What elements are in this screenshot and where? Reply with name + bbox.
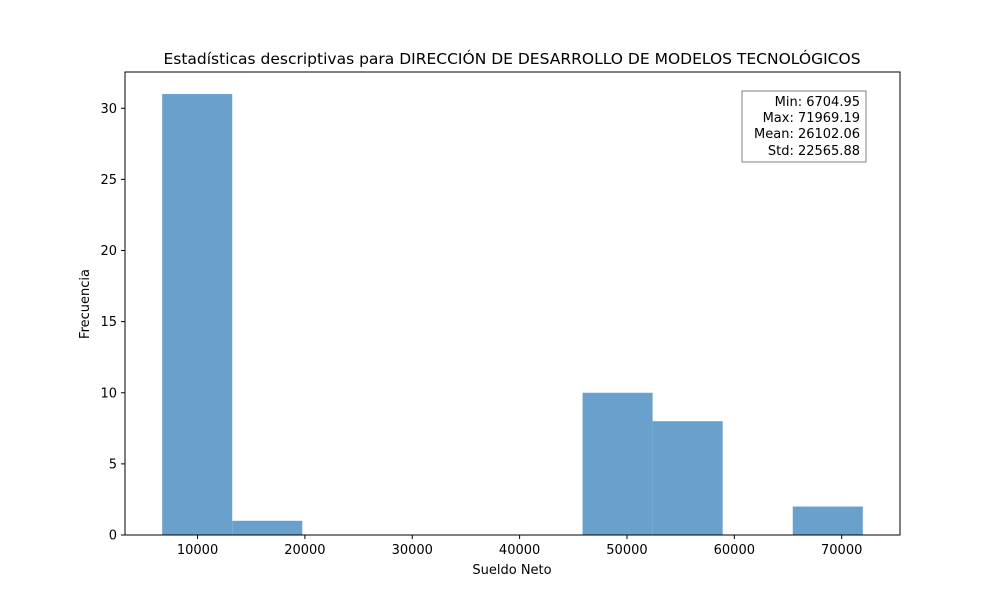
x-axis-ticks: 10000 20000 30000 40000 50000 60000 70000 xyxy=(177,535,862,558)
y-axis-label: Frecuencia xyxy=(78,269,93,339)
x-tick-label: 30000 xyxy=(392,543,433,558)
stats-std: Std: 22565.88 xyxy=(768,144,860,159)
y-tick-label: 0 xyxy=(109,529,117,544)
histogram-bars xyxy=(162,94,863,536)
x-tick-label: 70000 xyxy=(821,543,862,558)
stats-max: Max: 71969.19 xyxy=(763,111,860,126)
plot-frame xyxy=(124,71,901,536)
histogram-bar-7 xyxy=(652,421,723,535)
histogram-bar-1 xyxy=(232,520,303,535)
y-tick-label: 15 xyxy=(100,315,117,330)
y-axis-ticks: 0 5 10 15 20 25 30 xyxy=(100,102,125,544)
histogram-bar-9 xyxy=(792,506,863,535)
y-tick-label: 25 xyxy=(100,173,117,188)
chart-title: Estadísticas descriptivas para DIRECCIÓN… xyxy=(163,49,860,68)
y-tick-label: 30 xyxy=(100,102,117,117)
x-tick-label: 10000 xyxy=(177,543,218,558)
x-tick-label: 50000 xyxy=(606,543,647,558)
y-tick-label: 10 xyxy=(100,386,117,401)
x-axis-label: Sueldo Neto xyxy=(472,563,551,578)
y-tick-label: 20 xyxy=(100,244,117,259)
x-tick-label: 20000 xyxy=(284,543,325,558)
stats-box-frame xyxy=(741,90,867,163)
x-tick-label: 60000 xyxy=(714,543,755,558)
y-tick-label: 5 xyxy=(109,457,117,472)
stats-box: Min: 6704.95 Max: 71969.19 Mean: 26102.0… xyxy=(741,90,867,163)
stats-min: Min: 6704.95 xyxy=(775,95,860,110)
stats-mean: Mean: 26102.06 xyxy=(754,127,860,142)
x-tick-label: 40000 xyxy=(499,543,540,558)
histogram-bar-6 xyxy=(582,392,653,535)
histogram-bar-0 xyxy=(162,94,233,536)
